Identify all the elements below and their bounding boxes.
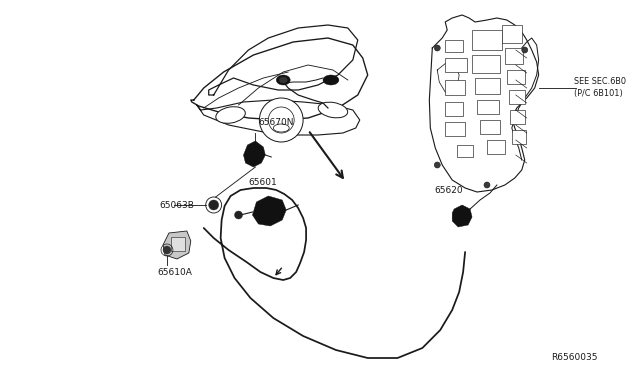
Polygon shape: [252, 196, 286, 226]
Text: R6560035: R6560035: [552, 353, 598, 362]
Bar: [509, 90, 525, 104]
Bar: [445, 80, 465, 95]
Text: 65620: 65620: [435, 186, 463, 195]
Bar: [475, 78, 500, 94]
Bar: [477, 100, 499, 114]
Polygon shape: [452, 205, 472, 227]
Ellipse shape: [163, 246, 171, 254]
Ellipse shape: [318, 102, 348, 118]
Bar: [445, 122, 465, 136]
Bar: [507, 70, 525, 84]
Ellipse shape: [216, 107, 245, 123]
Circle shape: [484, 182, 490, 188]
Bar: [445, 40, 463, 52]
Ellipse shape: [273, 124, 289, 132]
Ellipse shape: [279, 77, 287, 83]
Text: SEE SEC.6B0: SEE SEC.6B0: [575, 77, 627, 86]
Bar: [472, 30, 502, 50]
Polygon shape: [243, 141, 266, 167]
Bar: [505, 48, 523, 64]
Circle shape: [522, 47, 528, 53]
Bar: [171, 237, 185, 251]
Bar: [510, 110, 525, 124]
Circle shape: [435, 162, 440, 168]
Bar: [512, 130, 525, 144]
Bar: [445, 58, 467, 72]
Ellipse shape: [276, 75, 290, 85]
Text: 65670N: 65670N: [259, 118, 294, 127]
Text: 65601: 65601: [248, 178, 277, 187]
Ellipse shape: [323, 75, 339, 85]
Circle shape: [259, 98, 303, 142]
Text: 65610A: 65610A: [157, 268, 192, 277]
Polygon shape: [163, 231, 191, 259]
Bar: [472, 55, 500, 73]
Bar: [457, 145, 473, 157]
Bar: [502, 25, 522, 43]
Bar: [487, 140, 505, 154]
Bar: [445, 102, 463, 116]
Ellipse shape: [209, 200, 219, 210]
Text: (P/C 6B101): (P/C 6B101): [575, 89, 623, 98]
Ellipse shape: [234, 211, 243, 219]
Circle shape: [268, 107, 294, 133]
Circle shape: [435, 45, 440, 51]
Text: 65063B: 65063B: [159, 201, 194, 210]
Bar: [480, 120, 500, 134]
